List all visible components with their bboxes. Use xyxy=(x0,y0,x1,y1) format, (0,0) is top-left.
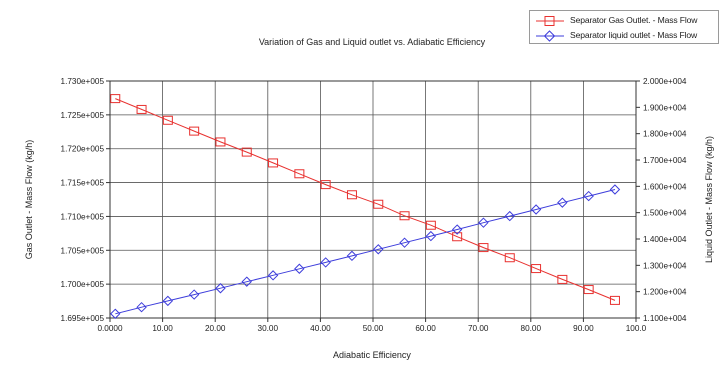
chart-legend: Separator Gas Outlet. - Mass Flow Separa… xyxy=(529,10,719,44)
data-point-gas-outlet xyxy=(531,264,542,274)
y-left-axis-tick-label: 1.700e+005 xyxy=(61,280,105,289)
data-point-gas-outlet xyxy=(504,253,515,263)
data-point-gas-outlet xyxy=(162,115,173,125)
data-point-liquid-outlet xyxy=(110,308,121,319)
y-right-axis-tick-label: 1.600e+004 xyxy=(643,182,687,191)
data-point-liquid-outlet xyxy=(162,295,174,307)
x-axis-tick-label: 0.0000 xyxy=(97,324,122,333)
data-point-liquid-outlet xyxy=(188,289,200,300)
y-right-axis-tick-label: 1.100e+004 xyxy=(643,314,687,323)
data-point-liquid-outlet xyxy=(241,276,252,287)
y-right-axis-tick-label: 1.200e+004 xyxy=(643,288,687,297)
y-right-axis-tick-label: 1.500e+004 xyxy=(643,209,687,218)
y-right-axis-tick-label: 1.900e+004 xyxy=(643,103,687,112)
x-axis-tick-label: 30.00 xyxy=(258,324,279,333)
y-left-axis-title: Gas Outlet - Mass Flow (kg/h) xyxy=(24,140,34,260)
data-point-liquid-outlet xyxy=(609,184,621,195)
x-axis-tick-label: 50.00 xyxy=(363,324,384,333)
data-point-gas-outlet xyxy=(583,285,594,295)
data-point-gas-outlet xyxy=(557,274,568,284)
data-point-gas-outlet xyxy=(294,169,305,179)
x-axis-title: Adiabatic Efficiency xyxy=(333,350,411,360)
data-point-liquid-outlet xyxy=(425,230,437,242)
data-point-liquid-outlet xyxy=(557,197,568,208)
data-point-gas-outlet xyxy=(189,126,200,136)
data-point-gas-outlet xyxy=(425,220,436,230)
y-left-axis-tick-label: 1.720e+005 xyxy=(61,145,105,154)
x-axis-tick-label: 10.00 xyxy=(152,324,173,333)
legend-swatch-liquid-outlet xyxy=(536,30,564,42)
x-axis-tick-label: 40.00 xyxy=(310,324,331,333)
legend-swatch-gas-outlet xyxy=(536,16,564,26)
data-point-gas-outlet xyxy=(110,94,121,104)
y-right-axis-tick-label: 1.800e+004 xyxy=(643,130,687,139)
data-point-liquid-outlet xyxy=(399,237,410,248)
data-point-gas-outlet xyxy=(399,211,410,221)
y-left-axis-tick-label: 1.725e+005 xyxy=(61,111,105,120)
y-right-axis-title: Liquid Outlet - Mass Flow (kg/h) xyxy=(704,136,714,263)
data-point-liquid-outlet xyxy=(451,224,463,235)
data-point-gas-outlet xyxy=(136,104,147,114)
x-axis-tick-label: 60.00 xyxy=(415,324,436,333)
data-point-liquid-outlet xyxy=(215,283,226,294)
data-point-gas-outlet xyxy=(241,147,252,157)
y-left-axis-tick-label: 1.705e+005 xyxy=(61,246,105,255)
y-left-axis-tick-label: 1.695e+005 xyxy=(61,314,105,323)
data-point-liquid-outlet xyxy=(136,301,147,313)
series-line-liquid-outlet xyxy=(115,189,616,315)
y-left-axis-tick-label: 1.715e+005 xyxy=(61,179,105,188)
data-point-gas-outlet xyxy=(478,243,489,253)
legend-label-gas-outlet: Separator Gas Outlet. - Mass Flow xyxy=(570,15,698,25)
x-axis-tick-label: 20.00 xyxy=(205,324,226,333)
data-point-liquid-outlet xyxy=(478,217,489,228)
data-point-gas-outlet xyxy=(373,199,384,209)
data-point-gas-outlet xyxy=(268,158,279,168)
data-point-gas-outlet xyxy=(215,137,226,147)
x-axis-tick-label: 70.00 xyxy=(468,324,489,333)
data-point-liquid-outlet xyxy=(294,263,305,274)
x-axis-tick-label: 80.00 xyxy=(521,324,542,333)
y-right-axis-tick-label: 1.300e+004 xyxy=(643,261,687,270)
legend-item-gas-outlet: Separator Gas Outlet. - Mass Flow xyxy=(534,14,718,28)
y-right-axis-tick-label: 1.400e+004 xyxy=(643,235,687,244)
data-point-liquid-outlet xyxy=(530,204,542,215)
x-axis-tick-label: 90.00 xyxy=(573,324,594,333)
data-point-liquid-outlet xyxy=(267,270,279,281)
data-point-liquid-outlet xyxy=(583,190,594,202)
y-left-axis-tick-label: 1.710e+005 xyxy=(61,212,105,221)
data-point-gas-outlet xyxy=(320,180,331,190)
data-point-liquid-outlet xyxy=(373,244,384,255)
legend-label-liquid-outlet: Separator liquid outlet - Mass Flow xyxy=(570,30,698,40)
data-point-gas-outlet xyxy=(346,190,357,200)
y-left-axis-tick-label: 1.730e+005 xyxy=(61,77,105,86)
data-point-liquid-outlet xyxy=(504,210,515,222)
chart-title: Variation of Gas and Liquid outlet vs. A… xyxy=(259,37,486,47)
x-axis-tick-label: 100.0 xyxy=(626,324,647,333)
y-right-axis-tick-label: 1.700e+004 xyxy=(643,156,687,165)
data-point-liquid-outlet xyxy=(320,257,331,268)
data-point-gas-outlet xyxy=(609,295,620,305)
legend-item-liquid-outlet: Separator liquid outlet - Mass Flow xyxy=(534,29,718,43)
data-point-gas-outlet xyxy=(452,232,463,242)
data-point-liquid-outlet xyxy=(346,250,358,262)
y-right-axis-tick-label: 2.000e+004 xyxy=(643,77,687,86)
